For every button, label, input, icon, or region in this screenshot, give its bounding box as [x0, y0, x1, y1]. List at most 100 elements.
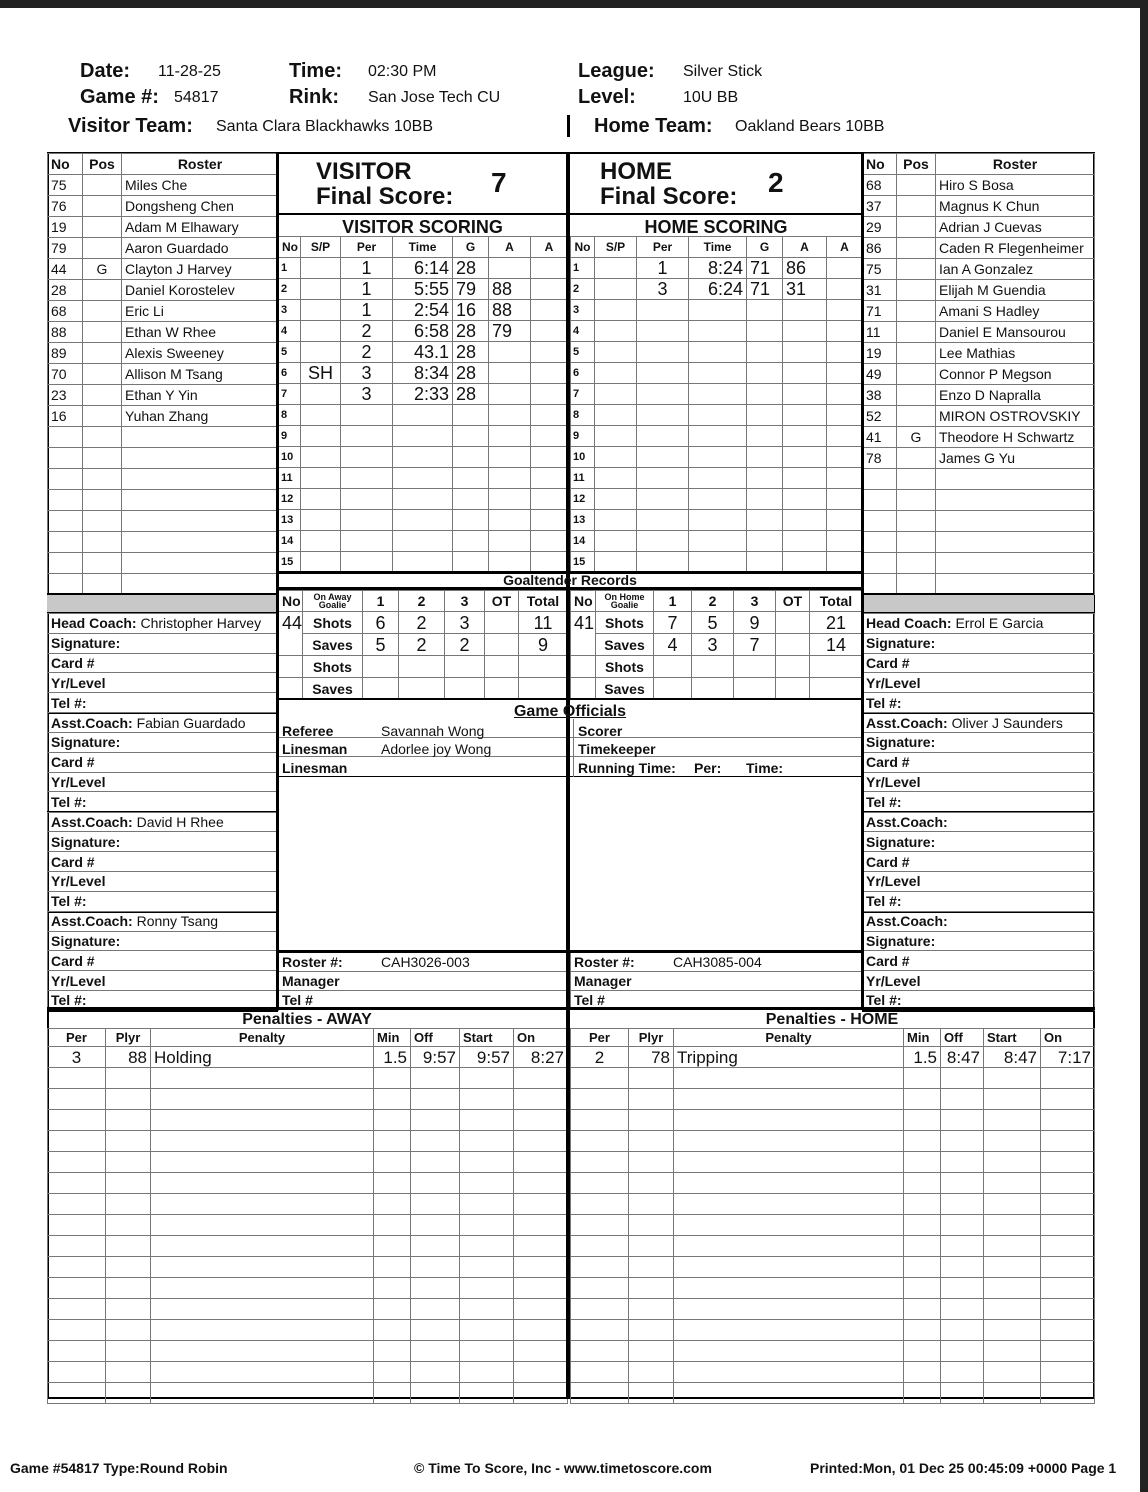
coach-field: Signature:: [47, 732, 279, 753]
coach-field-row: Asst.Coach: David H Rhee: [47, 811, 279, 833]
off-time: [940, 1319, 984, 1341]
goal-number: 12: [278, 488, 301, 510]
player-position: [896, 279, 936, 301]
strength: [300, 257, 341, 279]
period: [47, 1319, 106, 1341]
running-time-time-label: Time:: [746, 760, 784, 776]
timekeeper-label: Timekeeper: [578, 741, 656, 757]
goalie-number: [278, 655, 303, 678]
off-time: [940, 1214, 984, 1236]
goal-row: 10: [278, 446, 568, 468]
player: [628, 1067, 674, 1089]
home-goalie-table: No On Home Goalie 1 2 3 OT Total 41 Shots 7 5 9 21 Sa…: [570, 590, 863, 700]
player-number: 28: [47, 279, 83, 301]
time: 43.1: [392, 341, 453, 363]
player-number: 88: [47, 321, 83, 343]
running-time-label: Running Time:: [578, 760, 676, 776]
period-3: 3: [444, 611, 485, 634]
table-row: 68 Eric Li: [47, 300, 279, 322]
coach-field-row: Card #: [862, 950, 1095, 972]
on-time: [1040, 1151, 1095, 1173]
penalty-row: [47, 1319, 568, 1341]
minutes: [373, 1277, 411, 1299]
coach-field-row: Tel #:: [47, 791, 279, 813]
goal-number: 2: [278, 278, 301, 300]
on-time: [513, 1172, 568, 1194]
player: [105, 1298, 151, 1320]
assist-2: [826, 488, 863, 510]
info-field: Roster #: CAH3085-004: [570, 952, 863, 972]
assist-1: [488, 383, 531, 405]
overtime: OT: [484, 590, 519, 612]
penalty: Penalty: [150, 1028, 374, 1047]
coach-field: Signature:: [47, 831, 279, 853]
strength: [594, 509, 637, 531]
goal-number: 1: [278, 257, 301, 279]
goal-scorer: 28: [452, 320, 489, 342]
overtime: [775, 677, 810, 700]
goal-row: 2 1 5:55 79 88: [278, 278, 568, 300]
off-time: [940, 1088, 984, 1110]
assist-1: [782, 404, 827, 426]
on-time: [513, 1109, 568, 1131]
coach-field-row: Yr/Level: [862, 771, 1095, 793]
assist-1: [488, 446, 531, 468]
goal-scorer: 79: [452, 278, 489, 300]
start-time: [983, 1151, 1041, 1173]
assist-1: [782, 488, 827, 510]
player-position: [896, 552, 936, 574]
goal-scorer: 28: [452, 341, 489, 363]
minutes: [903, 1256, 941, 1278]
period: [570, 1151, 629, 1173]
strength: [300, 488, 341, 510]
header-row: Per Plyr Penalty Min Off Start On: [570, 1028, 1095, 1047]
assist-2: [826, 509, 863, 531]
time: 2:33: [392, 383, 453, 405]
table-row: Saves: [570, 677, 863, 700]
goal-number: 5: [570, 341, 595, 363]
penalty: [673, 1214, 904, 1236]
coach-role-label: Head Coach:: [51, 615, 137, 632]
assist-1: [488, 257, 531, 279]
player-number: 38: [862, 384, 897, 406]
assist-2: [826, 425, 863, 447]
period: [47, 1298, 106, 1320]
table-row: 86 Caden R Flegenheimer: [862, 237, 1095, 259]
table-row: 88 Ethan W Rhee: [47, 321, 279, 343]
assist-1: [782, 446, 827, 468]
rink-label: Rink:: [289, 86, 339, 108]
off-time: 8:47: [940, 1046, 984, 1068]
table-row: [47, 489, 279, 511]
assist-1: [782, 530, 827, 552]
period-1: [362, 677, 399, 700]
player: [105, 1172, 151, 1194]
visitor-coach-3: Asst.Coach: David H Rhee Signature: Card #…: [47, 811, 279, 912]
coach-role-label: Asst.Coach:: [51, 813, 133, 830]
linesman-label: Linesman: [282, 741, 348, 757]
period: [47, 1172, 106, 1194]
player-position: [82, 195, 122, 217]
goal-number: No: [278, 236, 301, 258]
goal-row: 11: [570, 467, 863, 489]
coach-field: Signature:: [47, 930, 279, 952]
player: [628, 1109, 674, 1131]
penalty-row: [570, 1109, 1095, 1131]
home-coach-2: Asst.Coach: Oliver J Saunders Signature: C…: [862, 712, 1095, 813]
assist-1: [488, 341, 531, 363]
penalty-row: [47, 1130, 568, 1152]
on-time: [1040, 1235, 1095, 1257]
player: 88: [105, 1046, 151, 1068]
player-name: [935, 531, 1095, 553]
assist-1: [488, 509, 531, 531]
player-number: No: [47, 153, 83, 175]
start-time: [459, 1298, 514, 1320]
minutes: [373, 1193, 411, 1215]
time: Time: [392, 236, 453, 258]
player-position: [82, 384, 122, 406]
goal-row: 4: [570, 320, 863, 342]
assist-2: [530, 404, 568, 426]
on-time: [513, 1298, 568, 1320]
coach-field-row: Card #: [862, 652, 1095, 674]
period: [570, 1172, 629, 1194]
penalty: [673, 1319, 904, 1341]
